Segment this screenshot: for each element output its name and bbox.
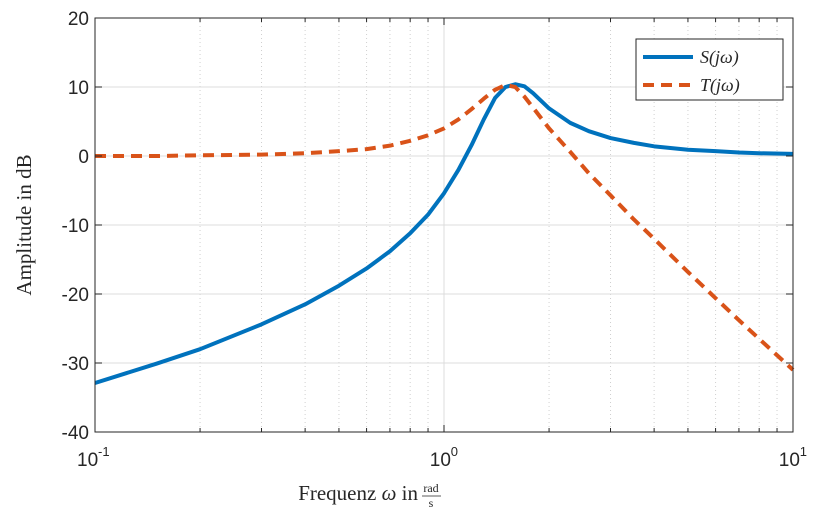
x-axis-label-symbol: ω <box>382 481 397 505</box>
y-tick-label: -40 <box>62 423 89 444</box>
y-axis-label: Amplitude in dB <box>12 154 36 295</box>
x-tick-label: 10 1 <box>779 444 807 471</box>
x-tick-label: 10 0 <box>430 444 458 471</box>
y-tick-label: -10 <box>62 216 89 237</box>
x-axis-unit-denominator: s <box>429 496 434 510</box>
y-tick-label: 20 <box>68 9 89 30</box>
series-line-s <box>94 82 794 385</box>
legend-label-t: T(jω) <box>700 75 740 96</box>
legend: S(jω) T(jω) <box>635 38 784 101</box>
x-tick-label: 10 -1 <box>77 444 110 471</box>
x-tick-labels: 10 -1 10 0 10 1 <box>77 444 807 471</box>
legend-box <box>635 38 784 101</box>
y-tick-label: 0 <box>78 147 89 168</box>
x-axis-label: Frequenz ω in rad s <box>298 481 441 510</box>
axis-ticks <box>94 17 794 433</box>
y-tick-label: -20 <box>62 285 89 306</box>
x-axis-label-prefix: Frequenz <box>298 481 381 505</box>
y-tick-labels: 20 10 0 -10 -20 -30 -40 <box>62 9 89 444</box>
x-axis-label-middle: in <box>396 481 418 505</box>
series-layer <box>94 82 795 385</box>
series-line-t <box>95 82 795 372</box>
x-tick-exponent: 0 <box>451 444 458 459</box>
x-tick-exponent: -1 <box>98 444 110 459</box>
x-tick-exponent: 1 <box>800 444 807 459</box>
x-axis-unit-numerator: rad <box>423 481 438 495</box>
y-tick-label: -30 <box>62 354 89 375</box>
legend-label-s: S(jω) <box>700 47 739 68</box>
svg-text:Frequenz ω in: Frequenz ω in <box>298 481 418 505</box>
x-tick-base: 10 <box>430 450 451 471</box>
x-tick-base: 10 <box>77 450 98 471</box>
y-tick-label: 10 <box>68 78 89 99</box>
x-tick-base: 10 <box>779 450 800 471</box>
